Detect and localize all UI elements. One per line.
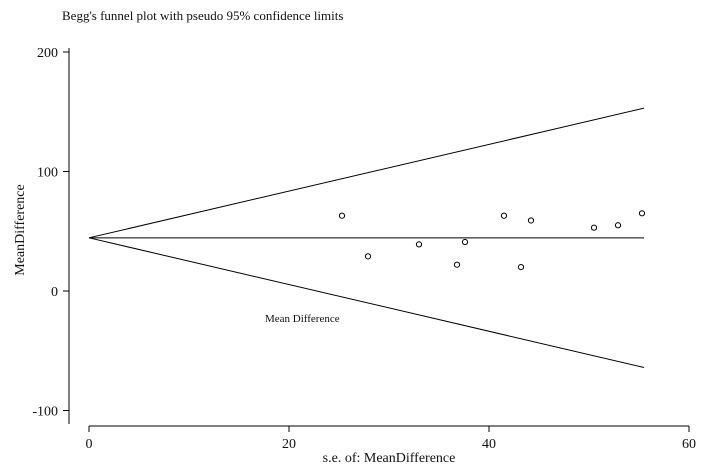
study-point xyxy=(590,224,598,231)
study-point xyxy=(517,264,525,271)
y-tick-label: 100 xyxy=(37,166,58,181)
study-point xyxy=(415,241,423,248)
x-tick-label: 0 xyxy=(86,437,93,452)
y-axis-title: MeanDifference xyxy=(13,184,28,275)
study-point xyxy=(338,212,346,219)
x-tick-label: 40 xyxy=(482,437,496,452)
upper-confidence-limit-line xyxy=(88,107,645,239)
study-point xyxy=(638,210,646,217)
x-tick-label: 60 xyxy=(682,437,696,452)
study-point xyxy=(500,212,508,219)
study-point xyxy=(453,261,461,268)
study-point xyxy=(614,222,622,229)
y-tick-label: 0 xyxy=(51,285,58,300)
lower-confidence-limit-line xyxy=(88,237,645,368)
study-point xyxy=(461,238,469,246)
study-point xyxy=(364,253,372,260)
x-tick-label: 20 xyxy=(282,437,296,452)
y-tick-label: -100 xyxy=(32,405,58,420)
study-point xyxy=(527,217,535,224)
mean-difference-annotation: Mean Difference xyxy=(265,313,340,325)
y-tick-label: 200 xyxy=(37,46,58,61)
x-axis-title: s.e. of: MeanDifference xyxy=(323,451,456,465)
chart-title: Begg's funnel plot with pseudo 95% confi… xyxy=(62,8,343,23)
